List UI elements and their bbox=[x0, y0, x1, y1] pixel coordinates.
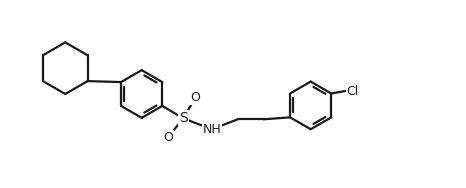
Text: NH: NH bbox=[203, 123, 221, 136]
Text: O: O bbox=[163, 131, 173, 144]
Text: O: O bbox=[191, 91, 200, 104]
Text: S: S bbox=[179, 111, 187, 125]
Text: Cl: Cl bbox=[347, 85, 359, 98]
